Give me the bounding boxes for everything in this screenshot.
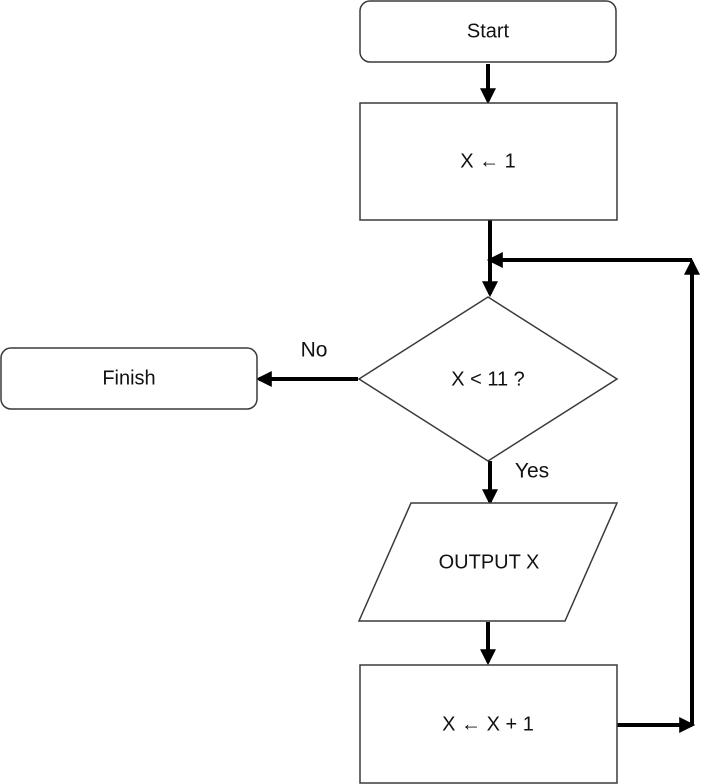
output-label: OUTPUT X [439, 551, 540, 573]
finish-terminator-shape [0, 347, 258, 410]
init-process-shape [359, 102, 618, 221]
start-label: Start [467, 20, 510, 42]
output-node: OUTPUT X [357, 502, 619, 622]
increment-label: X ← X + 1 [442, 713, 534, 735]
increment-node: X ← X + 1 [359, 664, 618, 784]
edge-label-no: No [301, 339, 328, 362]
decision-diamond-shape [357, 296, 619, 462]
decision-label: X < 11 ? [451, 368, 525, 390]
init-label: X ← 1 [460, 150, 516, 172]
start-node: Start [359, 0, 617, 63]
finish-node: Finish [0, 347, 258, 410]
finish-label: Finish [102, 367, 155, 389]
init-node: X ← 1 [359, 102, 618, 221]
output-parallelogram-shape [357, 502, 619, 622]
decision-node: X < 11 ? [357, 296, 619, 462]
increment-process-shape [359, 664, 618, 784]
edge-label-yes: Yes [515, 460, 549, 483]
start-terminator-shape [359, 0, 617, 63]
